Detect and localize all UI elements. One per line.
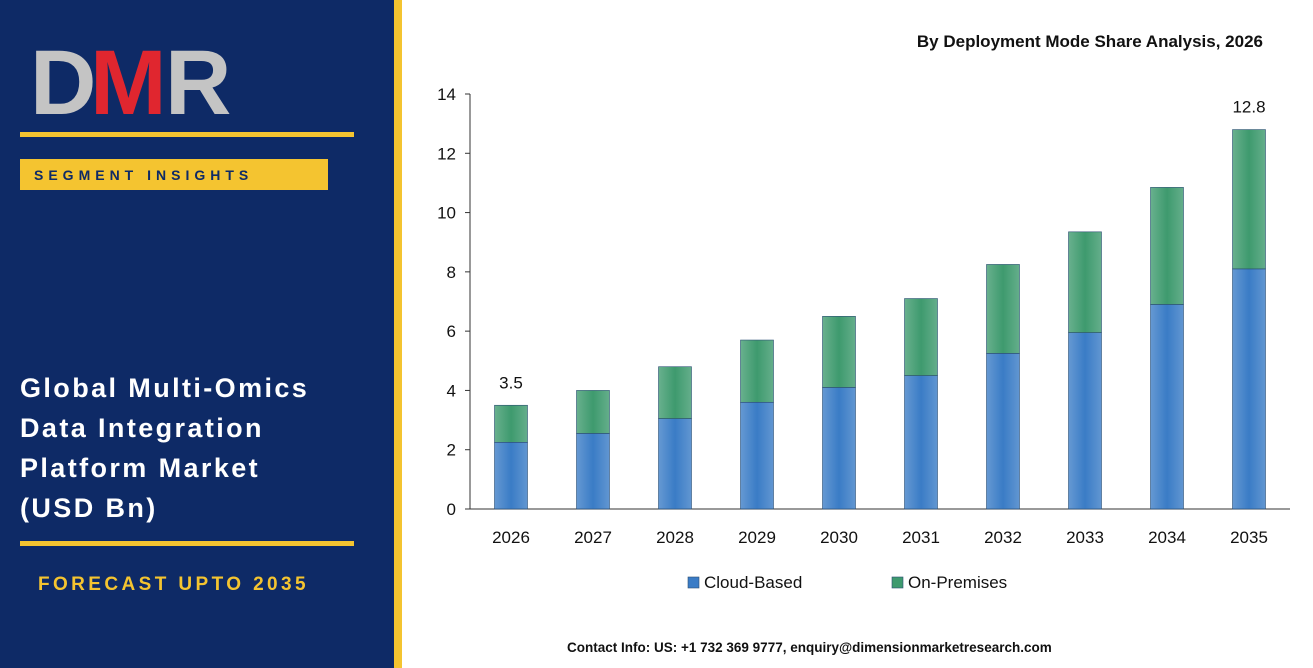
bar-on-premises-2031 [904, 298, 938, 376]
bar-cloud-based-2033 [1068, 332, 1102, 510]
market-title: Global Multi-Omics Data Integration Plat… [20, 368, 380, 528]
gold-divider [394, 0, 402, 668]
segment-insights-badge: SEGMENT INSIGHTS [20, 159, 328, 190]
x-tick-label: 2028 [656, 528, 694, 547]
y-tick-label: 8 [447, 263, 456, 282]
x-tick-label: 2033 [1066, 528, 1104, 547]
bar-cloud-based-2027 [576, 433, 610, 510]
bar-cloud-based-2032 [986, 353, 1020, 510]
logo-letter-r: R [165, 38, 230, 120]
chart-title: By Deployment Mode Share Analysis, 2026 [916, 32, 1263, 51]
bottom-gold-rule [20, 541, 354, 546]
x-tick-label: 2029 [738, 528, 776, 547]
x-tick-label: 2035 [1230, 528, 1268, 547]
y-tick-label: 4 [447, 381, 456, 400]
bar-on-premises-2027 [576, 390, 610, 434]
bar-cloud-based-2034 [1150, 304, 1184, 510]
data-label-2035: 12.8 [1232, 98, 1265, 117]
bar-cloud-based-2029 [740, 401, 774, 510]
segment-insights-label: SEGMENT INSIGHTS [34, 166, 254, 183]
y-tick-label: 10 [437, 204, 456, 223]
x-tick-label: 2031 [902, 528, 940, 547]
y-tick-label: 6 [447, 322, 456, 341]
market-title-line-2: Data Integration [20, 413, 264, 443]
bar-on-premises-2033 [1068, 231, 1102, 333]
bar-on-premises-2026 [494, 404, 528, 443]
logo-letter-m: M [90, 38, 167, 120]
bar-on-premises-2032 [986, 264, 1020, 354]
bar-on-premises-2034 [1150, 187, 1184, 305]
dmr-logo: D M R [30, 38, 230, 120]
stacked-bar-chart: 0 2 4 6 8 10 12 14 2026 2027 2028 2029 2030 2031 2032 2… [437, 85, 1290, 592]
x-tick-label: 2030 [820, 528, 858, 547]
market-title-line-1: Global Multi-Omics [20, 373, 310, 403]
y-tick-label: 14 [437, 85, 456, 104]
y-tick-label: 2 [447, 441, 456, 460]
legend-swatch-cloud-based [687, 576, 700, 589]
legend-label-cloud-based: Cloud-Based [704, 573, 802, 592]
forecast-label: FORECAST UPTO 2035 [38, 574, 309, 595]
y-tick-label: 12 [437, 144, 456, 163]
logo-letter-d: D [30, 38, 96, 120]
bar-cloud-based-2030 [822, 387, 856, 510]
bar-cloud-based-2031 [904, 375, 938, 510]
market-title-line-4: (USD Bn) [20, 493, 158, 523]
top-gold-rule [20, 132, 354, 137]
bar-cloud-based-2028 [658, 418, 692, 510]
x-tick-label: 2027 [574, 528, 612, 547]
bar-cloud-based-2035 [1232, 268, 1266, 510]
x-tick-label: 2026 [492, 528, 530, 547]
legend-swatch-on-premises [891, 576, 904, 589]
x-tick-label: 2032 [984, 528, 1022, 547]
y-tick-label: 0 [447, 500, 456, 519]
x-tick-label: 2034 [1148, 528, 1186, 547]
bar-cloud-based-2026 [494, 442, 528, 510]
market-title-line-3: Platform Market [20, 453, 261, 483]
contact-info: Contact Info: US: +1 732 369 9777, enqui… [567, 640, 1052, 655]
bar-on-premises-2028 [658, 366, 692, 419]
data-label-2026: 3.5 [499, 373, 523, 392]
bar-on-premises-2029 [740, 339, 774, 403]
legend-label-on-premises: On-Premises [908, 573, 1007, 592]
bar-on-premises-2035 [1232, 129, 1266, 270]
left-panel: D M R SEGMENT INSIGHTS Global Multi-Omic… [0, 0, 394, 668]
bar-on-premises-2030 [822, 316, 856, 388]
